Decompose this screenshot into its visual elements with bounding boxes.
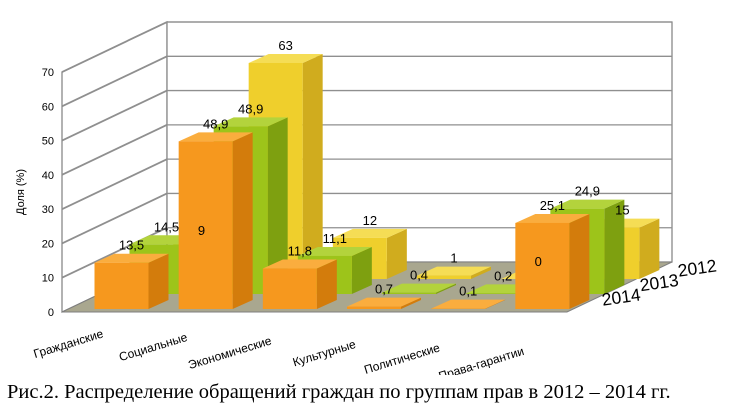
value-label: 0,2: [494, 268, 512, 283]
bar-front-face: [466, 293, 521, 294]
bar-side-face: [351, 246, 372, 294]
year-label: 2014: [600, 284, 642, 309]
bar-top-face: [431, 299, 506, 309]
bar-side-face: [436, 283, 457, 294]
value-label: 0,1: [459, 284, 477, 299]
value-label: 25,1: [540, 198, 565, 213]
y-axis-title: Доля (%): [15, 169, 27, 215]
y-tick-label: 10: [42, 273, 54, 285]
bar-side-face: [485, 299, 506, 309]
gridline-side: [61, 55, 168, 108]
y-tick-label: 70: [42, 67, 54, 79]
category-label: Политические: [362, 340, 441, 375]
bar-front-face: [417, 275, 472, 279]
gridline-side: [61, 124, 168, 176]
bar-side-face: [401, 297, 422, 309]
value-label: 11,1: [323, 231, 347, 246]
gridline-side: [61, 89, 168, 142]
bar-top-face: [213, 117, 288, 127]
category-label: Права-гарантии: [437, 344, 526, 375]
bar-side-face: [471, 266, 492, 279]
value-label: 12: [363, 213, 377, 228]
bar-front-face: [515, 222, 570, 309]
bar-top-face: [248, 54, 323, 64]
y-tick-label: 0: [48, 307, 54, 319]
bar-front-face: [262, 268, 317, 309]
bar-side-face: [267, 117, 288, 295]
value-label: 0,4: [410, 268, 428, 283]
bar-side-face: [148, 253, 169, 309]
bar-side-face: [639, 218, 660, 279]
value-label: 13,5: [119, 238, 144, 253]
category-label: Социальные: [117, 330, 189, 364]
bar-side-face: [604, 199, 625, 294]
figure-caption: Рис.2. Распределение обращений граждан п…: [7, 381, 671, 403]
bar-top-face: [382, 283, 457, 293]
y-tick-label: 30: [42, 204, 54, 216]
bar-top-face: [94, 253, 169, 263]
gridline-side: [61, 192, 168, 245]
value-label: 48,9: [203, 116, 228, 131]
year-label: 2013: [638, 270, 679, 295]
bar-top-face: [515, 213, 590, 223]
y-tick-label: 40: [42, 170, 54, 182]
y-tick-label: 60: [42, 101, 54, 113]
value-label: 9: [198, 223, 205, 238]
bar-front-face: [347, 306, 402, 309]
value-label: 24,9: [575, 184, 600, 199]
bar-top-face: [550, 199, 625, 209]
bar-top-face: [417, 266, 492, 276]
bar-front-face: [382, 292, 437, 294]
value-label: 0: [535, 254, 542, 269]
value-label: 48,9: [238, 101, 263, 116]
value-label: 63: [278, 38, 292, 53]
y-tick-label: 20: [42, 238, 54, 250]
value-label: 0,7: [375, 282, 393, 297]
bar-side-face: [316, 259, 337, 309]
bar-front-face: [178, 141, 233, 309]
gridline-side: [61, 158, 168, 210]
bar-top-face: [347, 297, 422, 307]
bar-side-face: [386, 228, 407, 279]
bar-side-face: [569, 213, 590, 309]
bar-top-face: [297, 246, 372, 256]
category-label: Культурные: [291, 337, 358, 370]
bar-top-face: [332, 228, 407, 238]
bar-top-face: [262, 259, 337, 269]
bar-side-face: [302, 54, 323, 279]
year-label: 2012: [676, 255, 717, 280]
bar-side-face: [232, 132, 253, 309]
value-label: 11,8: [288, 244, 312, 259]
value-label: 15: [615, 203, 629, 218]
y-tick-label: 50: [42, 136, 54, 148]
value-label: 1: [450, 251, 457, 266]
gridline-side: [61, 21, 168, 73]
bar-front-face: [94, 262, 149, 309]
category-label: Гражданские: [32, 326, 105, 361]
category-label: Экономические: [186, 333, 273, 372]
bar-top-face: [178, 132, 253, 142]
value-label: 14,5: [154, 219, 179, 234]
